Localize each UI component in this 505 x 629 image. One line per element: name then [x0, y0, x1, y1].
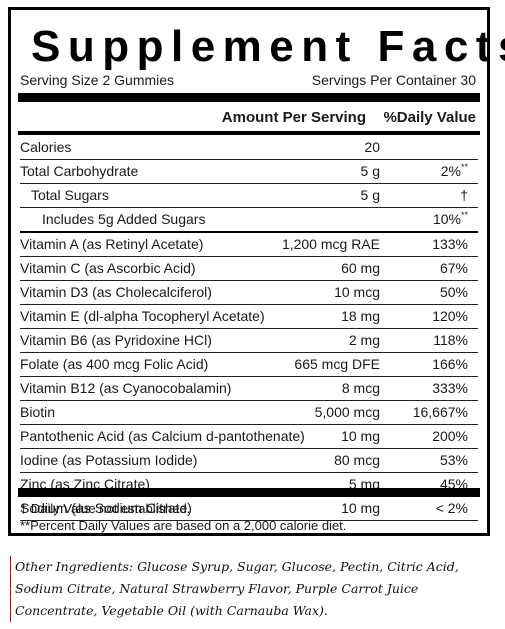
nutrient-amount: 2 mg — [348, 332, 380, 348]
table-row: Includes 5g Added Sugars 10%** — [20, 208, 478, 233]
nutrient-name: Total Carbohydrate — [20, 163, 139, 179]
nutrient-daily-value: 133% — [432, 236, 468, 252]
table-row: Vitamin B6 (as Pyridoxine HCl) 2 mg 118% — [20, 329, 478, 353]
nutrient-amount: 10 mcg — [334, 284, 380, 300]
nutrient-name: Sodium (as Sodium Citrate) — [20, 500, 192, 516]
daily-value-header: %Daily Value — [383, 109, 476, 126]
nutrient-daily-value: † — [460, 187, 468, 203]
footnotes: † Daily Value not established. **Percent… — [20, 500, 346, 534]
column-header: Amount Per Serving %Daily Value — [20, 107, 478, 131]
serving-info: Serving Size 2 Gummies Servings Per Cont… — [20, 72, 478, 92]
serving-size: Serving Size 2 Gummies — [20, 72, 175, 88]
nutrient-amount: 60 mg — [341, 260, 380, 276]
nutrient-amount: 5,000 mcg — [314, 404, 380, 420]
daily-value-text: 133% — [432, 236, 468, 252]
nutrient-amount: 665 mcg DFE — [294, 356, 380, 372]
daily-value-text: 166% — [432, 356, 468, 372]
daily-value-text: † — [460, 187, 468, 203]
nutrient-daily-value: 120% — [432, 308, 468, 324]
table-row: Vitamin A (as Retinyl Acetate) 1,200 mcg … — [20, 233, 478, 257]
nutrient-daily-value: 2%** — [440, 162, 468, 179]
other-ingredients: Other Ingredients: Glucose Syrup, Sugar,… — [10, 556, 495, 622]
table-row: Vitamin B12 (as Cyanocobalamin) 8 mcg 333% — [20, 377, 478, 401]
nutrient-name: Iodine (as Potassium Iodide) — [20, 452, 198, 468]
footnote-percent-dv: **Percent Daily Values are based on a 2,… — [20, 518, 347, 533]
nutrient-daily-value: 50% — [440, 284, 468, 300]
daily-value-text: 2% — [440, 163, 461, 179]
table-row: Sodium (as Sodium Citrate) 10 mg < 2% — [20, 497, 478, 521]
daily-value-text: 10% — [432, 211, 461, 227]
footnote-dagger: † Daily Value not established. — [20, 501, 191, 516]
nutrient-amount: 18 mg — [341, 308, 380, 324]
nutrient-name: Total Sugars — [31, 187, 109, 203]
nutrient-daily-value: < 2% — [436, 500, 468, 516]
table-row: Biotin 5,000 mcg 16,667% — [20, 401, 478, 425]
nutrient-daily-value: 53% — [440, 452, 468, 468]
nutrient-name: Vitamin A (as Retinyl Acetate) — [20, 236, 204, 252]
servings-per-container: Servings Per Container 30 — [311, 72, 476, 88]
daily-value-text: < 2% — [435, 500, 468, 516]
nutrient-amount: 5 g — [360, 187, 380, 203]
daily-value-text: 67% — [439, 260, 468, 276]
daily-value-text: 200% — [432, 428, 468, 444]
nutrient-name: Vitamin E (dl-alpha Tocopheryl Acetate) — [20, 308, 265, 324]
thick-divider-header — [18, 131, 480, 135]
daily-value-text: 118% — [433, 332, 468, 348]
table-row: Iodine (as Potassium Iodide) 80 mcg 53% — [20, 449, 478, 473]
table-row: Vitamin D3 (as Cholecalciferol) 10 mcg 50% — [20, 281, 478, 305]
nutrient-amount: 5 g — [360, 163, 380, 179]
nutrient-amount: 10 mg — [341, 500, 380, 516]
nutrient-amount: 8 mcg — [341, 380, 380, 396]
nutrient-name: Calories — [20, 139, 72, 155]
nutrient-daily-value: 10%** — [432, 210, 468, 227]
nutrient-name: Vitamin B12 (as Cyanocobalamin) — [20, 380, 232, 396]
daily-value-text: 53% — [439, 452, 468, 468]
nutrient-daily-value: 118% — [433, 332, 468, 348]
daily-value-text: 333% — [432, 380, 468, 396]
amount-per-serving-header: Amount Per Serving — [221, 109, 366, 126]
nutrient-daily-value: 200% — [432, 428, 468, 444]
table-row: Vitamin E (dl-alpha Tocopheryl Acetate) 1… — [20, 305, 478, 329]
nutrient-daily-value: 333% — [432, 380, 468, 396]
nutrient-amount: 80 mcg — [334, 452, 380, 468]
table-row: Vitamin C (as Ascorbic Acid) 60 mg 67% — [20, 257, 478, 281]
daily-value-text: 16,667% — [412, 404, 468, 420]
nutrient-name: Biotin — [20, 404, 56, 420]
nutrient-name: Pantothenic Acid (as Calcium d-pantothen… — [20, 428, 305, 444]
nutrient-name: Vitamin C (as Ascorbic Acid) — [20, 260, 196, 276]
daily-value-text: 50% — [439, 284, 468, 300]
nutrient-name: Folate (as 400 mcg Folic Acid) — [20, 356, 209, 372]
daily-value-footnote-mark: ** — [460, 210, 468, 220]
nutrient-daily-value: 166% — [432, 356, 468, 372]
nutrient-name: Vitamin D3 (as Cholecalciferol) — [20, 284, 212, 300]
table-row: Calories 20 — [20, 136, 478, 160]
nutrient-daily-value: 67% — [440, 260, 468, 276]
table-row: Total Sugars 5 g † — [20, 184, 478, 208]
table-row: Total Carbohydrate 5 g 2%** — [20, 160, 478, 184]
thick-divider-bottom — [18, 488, 480, 497]
nutrient-amount: 20 — [364, 139, 380, 155]
table-row: Pantothenic Acid (as Calcium d-pantothen… — [20, 425, 478, 449]
table-row: Folate (as 400 mcg Folic Acid) 665 mcg DF… — [20, 353, 478, 377]
panel-title: Supplement Facts — [31, 22, 505, 71]
nutrient-name: Includes 5g Added Sugars — [42, 211, 206, 227]
nutrient-table: Calories 20 Total Carbohydrate 5 g 2%** Total… — [20, 136, 478, 521]
daily-value-footnote-mark: ** — [460, 162, 468, 172]
daily-value-text: 120% — [432, 308, 468, 324]
nutrient-name: Vitamin B6 (as Pyridoxine HCl) — [20, 332, 212, 348]
thick-divider-top — [18, 93, 480, 102]
nutrient-amount: 10 mg — [341, 428, 380, 444]
nutrient-amount: 1,200 mcg RAE — [281, 236, 380, 252]
nutrient-daily-value: 16,667% — [413, 404, 468, 420]
supplement-facts-panel: Supplement Facts Serving Size 2 Gummies … — [8, 7, 505, 536]
